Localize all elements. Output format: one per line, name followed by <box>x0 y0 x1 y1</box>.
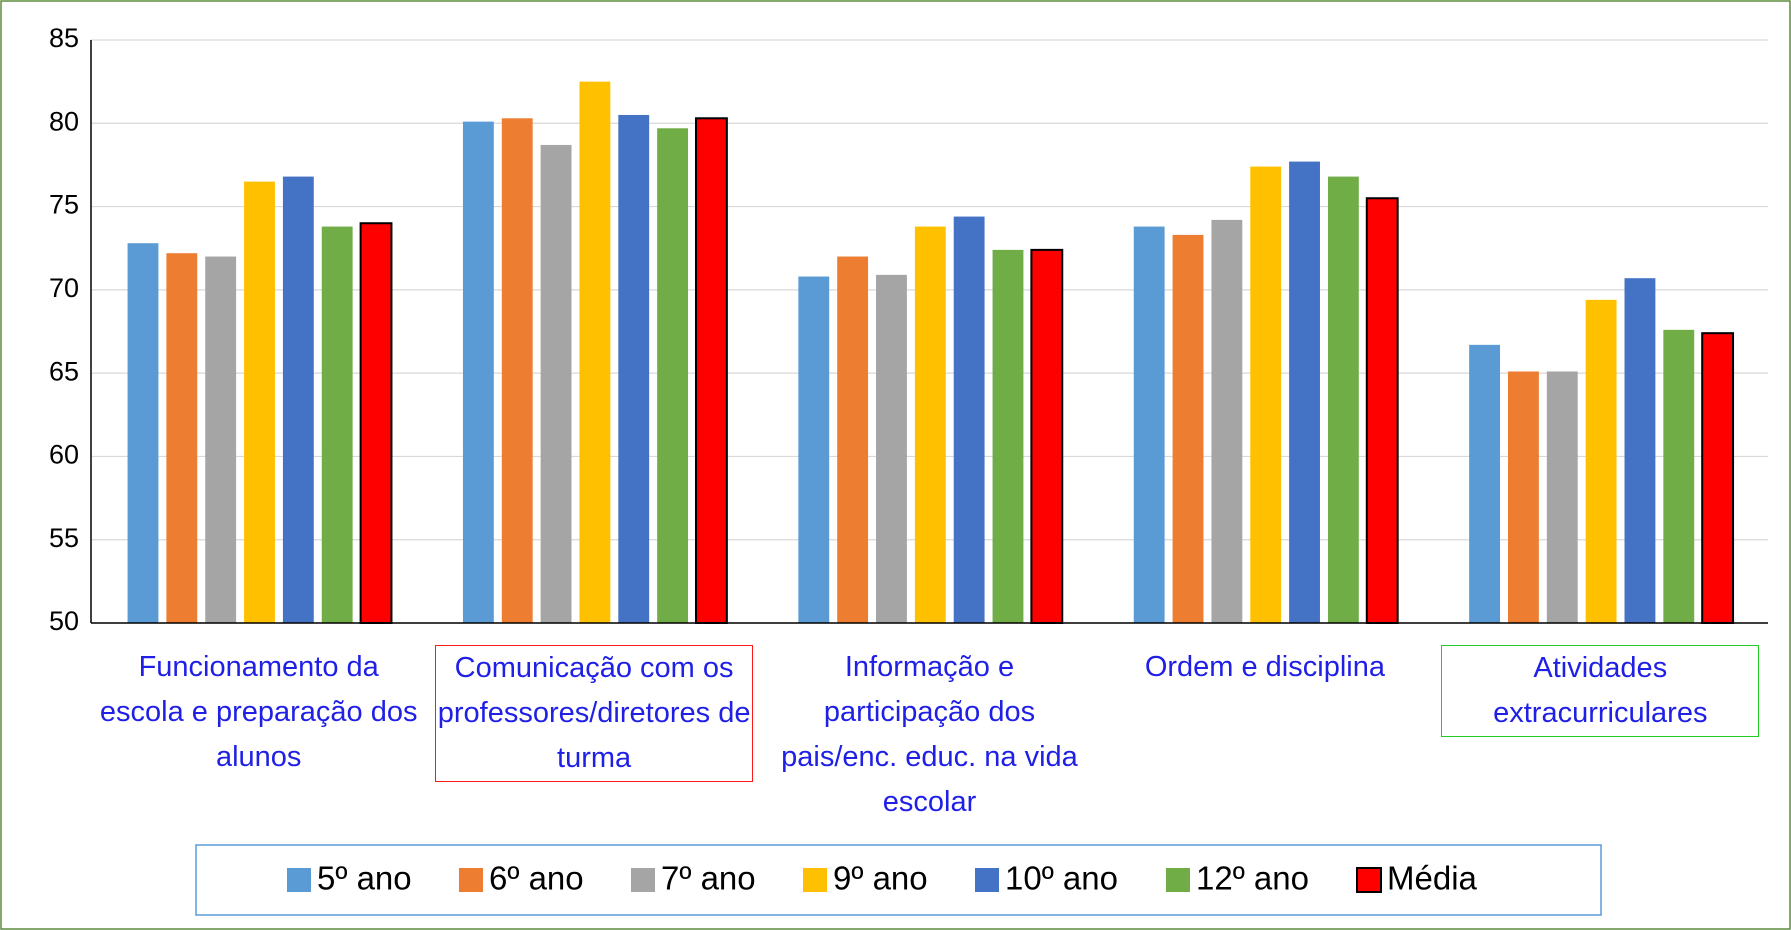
y-tick-label: 65 <box>49 356 79 386</box>
bar <box>540 144 572 623</box>
y-tick-label: 50 <box>49 606 79 636</box>
bar <box>992 249 1024 623</box>
bar <box>1663 329 1695 623</box>
bar <box>837 256 869 623</box>
bar <box>321 226 353 623</box>
bar <box>462 121 494 624</box>
bar <box>798 276 830 623</box>
y-tick-label: 70 <box>49 273 79 303</box>
bar <box>1585 299 1617 623</box>
bar <box>1546 371 1578 623</box>
bar <box>1507 371 1539 623</box>
bar <box>1327 176 1359 624</box>
bar <box>1172 234 1204 624</box>
bar <box>618 114 650 623</box>
bar <box>694 117 728 624</box>
bar <box>953 216 985 623</box>
legend-label: 10º ano <box>1005 860 1118 897</box>
bar <box>579 81 611 623</box>
legend-swatch <box>459 868 483 892</box>
bar <box>1289 161 1320 623</box>
legend-label: 12º ano <box>1196 860 1309 897</box>
y-tick-label: 85 <box>49 23 79 53</box>
legend-swatch <box>631 868 655 892</box>
x-tick-label: Funcionamento da escola e preparação dos… <box>99 651 418 773</box>
legend-label: Média <box>1387 860 1478 897</box>
legend-swatch <box>803 868 827 892</box>
bar <box>359 222 393 624</box>
y-tick-label: 60 <box>49 440 79 470</box>
bar <box>1624 278 1656 623</box>
legend-swatch <box>1166 868 1190 892</box>
y-tick-label: 80 <box>49 106 79 136</box>
bar <box>1133 226 1165 623</box>
bar <box>1365 197 1399 624</box>
x-tick-label: Atividades extracurriculares <box>1441 645 1760 737</box>
x-tick-label: Informação e participação dos pais/enc. … <box>781 651 1078 818</box>
bar <box>1701 332 1735 624</box>
legend-label: 5º ano <box>317 860 412 897</box>
bar <box>244 181 275 624</box>
bar <box>1211 219 1243 623</box>
legend-label: 9º ano <box>833 860 928 897</box>
bar <box>657 128 689 624</box>
legend-swatch <box>1356 867 1382 893</box>
bar <box>876 274 907 623</box>
bar <box>1030 248 1064 624</box>
bar <box>282 176 314 624</box>
x-tick-label: Comunicação com os professores/diretores… <box>435 645 754 782</box>
bar <box>1469 344 1501 623</box>
bar <box>501 118 533 623</box>
y-tick-label: 55 <box>49 523 79 553</box>
legend-swatch <box>975 868 999 892</box>
bar <box>914 226 946 623</box>
x-tick-label: Ordem e disciplina <box>1144 651 1385 683</box>
y-tick-label: 75 <box>49 190 79 220</box>
legend-swatch <box>287 868 311 892</box>
bar <box>166 253 198 623</box>
bar <box>127 243 159 623</box>
legend-label: 7º ano <box>661 860 756 897</box>
bar <box>1250 166 1282 623</box>
bar <box>205 256 237 623</box>
legend-label: 6º ano <box>489 860 584 897</box>
